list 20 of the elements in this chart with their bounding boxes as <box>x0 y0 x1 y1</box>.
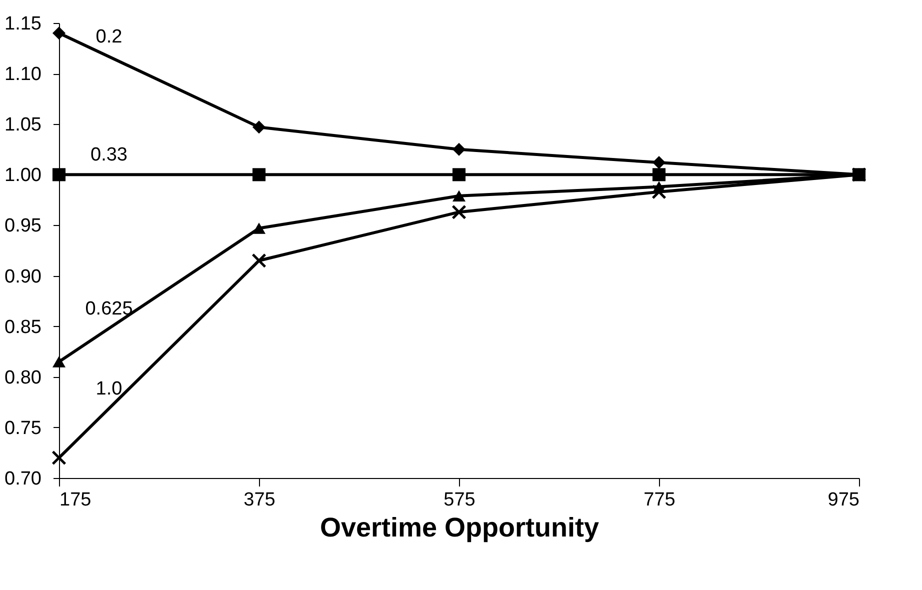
series-label: 0.33 <box>90 144 128 166</box>
x-tick-label: 975 <box>828 490 860 510</box>
x-tick-label: 375 <box>244 490 276 510</box>
y-tick-label: 0.90 <box>4 266 42 288</box>
x-tick-label: 175 <box>60 490 92 510</box>
y-tick-label: 0.80 <box>4 367 42 388</box>
legend-label: 1.0 <box>96 378 122 400</box>
x-axis-title: Overtime Opportunity <box>320 512 600 542</box>
y-tick-label: 0.75 <box>4 418 42 439</box>
y-tick-label: 1.00 <box>4 165 42 186</box>
x-tick-label: 775 <box>644 490 676 510</box>
y-tick-label: 0.70 <box>4 468 42 490</box>
y-tick-label: 1.15 <box>4 14 42 34</box>
series-label: 0.2 <box>96 26 122 48</box>
y-tick-label: 1.10 <box>4 64 42 86</box>
y-tick-label: 0.95 <box>4 216 42 237</box>
y-tick-label: 0.85 <box>4 316 42 338</box>
series-label: 0.625 <box>85 298 133 320</box>
y-tick-label: 1.05 <box>4 114 42 136</box>
x-tick-label: 575 <box>444 490 476 510</box>
